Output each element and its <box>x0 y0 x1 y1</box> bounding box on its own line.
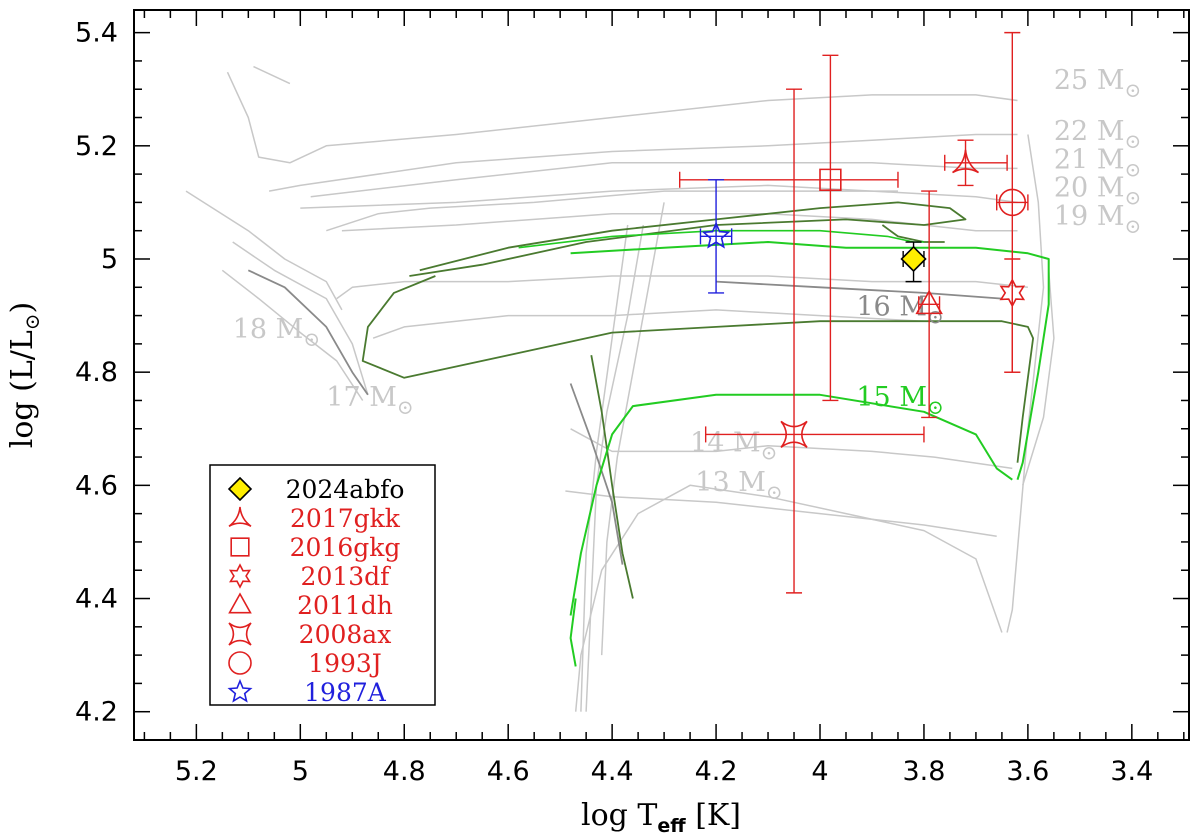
legend-label-2013df: 2013df <box>301 562 392 591</box>
point-2008ax <box>704 88 925 594</box>
track-ms-vertical-3 <box>600 202 665 656</box>
x-tick-label: 5 <box>292 756 309 787</box>
marker-1993J <box>998 188 1027 217</box>
legend-label-2016gkg: 2016gkg <box>290 533 401 562</box>
x-tick-label: 4 <box>811 756 828 787</box>
track-label-3: 20 M⊙ <box>1054 173 1141 210</box>
data-points <box>678 31 1029 594</box>
marker-2024abfo <box>900 245 927 273</box>
point-2011dh <box>915 190 943 419</box>
track-13 <box>565 490 997 538</box>
point-1993J <box>996 31 1029 373</box>
track-label-6: 17 M⊙ <box>326 382 413 419</box>
x-tick-label: 3.6 <box>1006 756 1049 787</box>
track-16-green-hook <box>881 224 945 243</box>
track-diag-1 <box>185 190 343 311</box>
track-25 <box>226 71 1018 164</box>
legend-box <box>209 464 436 706</box>
y-tick-label: 5 <box>101 244 118 275</box>
track-16-green-loop <box>409 201 967 277</box>
y-tick-label: 5.4 <box>75 18 118 49</box>
legend-label-2024abfo: 2024abfo <box>286 475 405 504</box>
plot-frame <box>133 9 1190 741</box>
track-19 <box>341 212 1018 232</box>
track-label-0: 25 M⊙ <box>1054 65 1141 102</box>
y-tick-label: 4.6 <box>75 470 118 501</box>
legend-marker-1987A <box>227 678 253 703</box>
legend-marker-2008ax <box>228 622 252 646</box>
marker-2017gkk <box>952 149 980 174</box>
track-15-green-arc <box>569 393 1013 616</box>
point-2024abfo <box>900 241 927 283</box>
x-tick-label: 3.4 <box>1110 756 1153 787</box>
legend-marker-2013df <box>229 563 251 589</box>
legend-marker-2024abfo <box>227 476 253 502</box>
track-20 <box>300 184 1018 209</box>
point-2017gkk <box>944 139 1008 187</box>
track-ms-vertical <box>580 224 629 712</box>
legend: 2024abfo2017gkk2016gkg2013df2011dh2008ax… <box>209 464 436 707</box>
y-tick-label: 5.2 <box>75 131 118 162</box>
axes: 5.2 5 4.8 4.6 4.4 4.2 4 3.8 3.6 3.4 4.2 4.4 4.6 4.8 5 5… <box>5 10 1189 836</box>
track-25-tip <box>253 65 291 85</box>
track-label-7: 16 M⊙ <box>856 292 943 329</box>
track-18 <box>336 275 1028 300</box>
legend-label-1987A: 1987A <box>304 678 387 707</box>
marker-1987A <box>701 221 731 249</box>
legend-label-2008ax: 2008ax <box>299 620 392 649</box>
x-tick-label: 4.2 <box>695 756 738 787</box>
track-diag-2 <box>221 269 364 401</box>
track-diag-3 <box>232 241 369 396</box>
x-axis-title: log Teff [K] <box>581 798 741 836</box>
track-rgb-right-2 <box>1021 270 1055 486</box>
track-13-arc <box>574 484 1003 712</box>
point-1987A <box>699 179 733 294</box>
marker-2011dh <box>915 289 943 315</box>
track-22 <box>268 133 1018 192</box>
track-ms-vertical-2 <box>585 224 645 712</box>
legend-marker-2016gkg <box>230 537 250 557</box>
y-tick-label: 4.8 <box>75 357 118 388</box>
x-tick-label: 5.2 <box>175 756 218 787</box>
y-axis-title: log (L/L⊙) <box>5 302 44 449</box>
y-tick-label: 4.2 <box>75 697 118 728</box>
legend-marker-2017gkk <box>228 506 252 527</box>
track-label-5: 18 M⊙ <box>233 314 320 351</box>
track-15-green <box>570 241 1050 480</box>
track-label-8: 15 M⊙ <box>856 382 943 419</box>
track-mid <box>326 190 898 232</box>
track-14 <box>570 428 1013 470</box>
track-16-green-vert <box>590 355 634 599</box>
track-label-9: 14 M⊙ <box>690 427 777 464</box>
track-17 <box>372 309 1002 339</box>
track-16 <box>716 280 1002 300</box>
legend-marker-1993J <box>228 651 252 675</box>
legend-label-1993J: 1993J <box>308 649 382 678</box>
marker-2008ax <box>780 420 808 449</box>
x-tick-label: 4.4 <box>591 756 634 787</box>
marker-2016gkg <box>819 168 842 191</box>
track-rgb-right <box>1006 134 1045 633</box>
x-tick-label: 4.8 <box>383 756 426 787</box>
legend-marker-2011dh <box>228 592 252 614</box>
track-15-green-tail <box>569 598 577 667</box>
x-tick-label: 3.8 <box>902 756 945 787</box>
legend-label-2011dh: 2011dh <box>297 591 393 620</box>
track-label-2: 21 M⊙ <box>1054 144 1141 181</box>
track-label-10: 13 M⊙ <box>695 467 782 504</box>
legend-label-2017gkk: 2017gkk <box>290 504 401 533</box>
y-tick-label: 4.4 <box>75 584 118 615</box>
track-darkgrey-1 <box>247 269 369 396</box>
track-16-green-main <box>361 275 1034 463</box>
x-tick-label: 4.6 <box>487 756 530 787</box>
track-21 <box>310 162 1018 198</box>
